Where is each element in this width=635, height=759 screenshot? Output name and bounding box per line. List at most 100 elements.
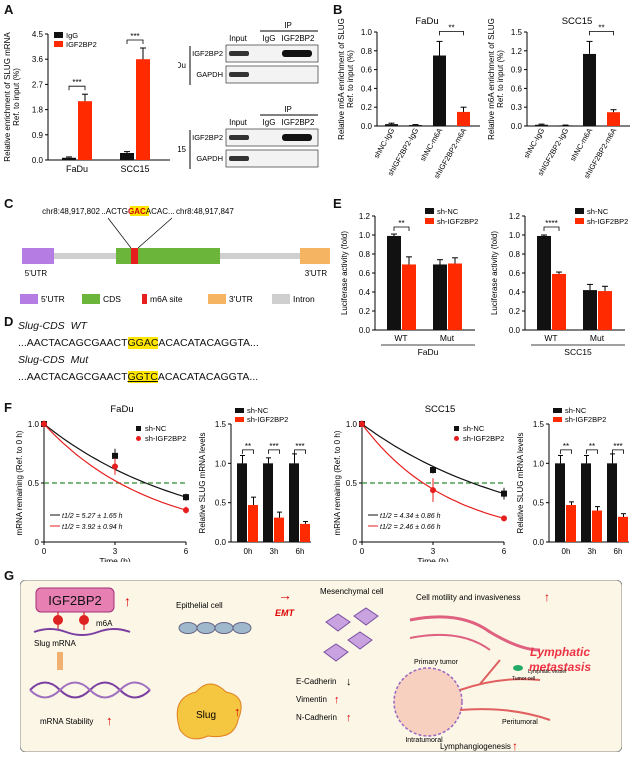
- emt-arrow: →: [278, 587, 292, 603]
- legend-label: sh-IGF2BP2: [463, 434, 504, 443]
- data-point: [501, 515, 507, 522]
- y-axis-label: Luciferase activity (fold): [340, 231, 349, 315]
- epithelial-cell: [232, 622, 252, 634]
- legend-swatch: [235, 408, 244, 413]
- y-axis-label: Relative m6A enrichment of SLUG: [337, 18, 346, 140]
- legend-swatch: [235, 417, 244, 422]
- y-axis-label: Relative enrichment of SLUG mRNA: [3, 32, 12, 162]
- y-axis-label: mRNA remaining (Ref. to 0 h): [333, 430, 342, 535]
- x-tick-label: WT: [544, 333, 557, 343]
- bar: [409, 125, 422, 126]
- bar: [433, 55, 446, 126]
- seq-post: ACAC...: [146, 207, 175, 216]
- mesenchymal-cell: [347, 631, 373, 650]
- y-tick-label: 0.4: [359, 288, 371, 297]
- significance-bracket: [268, 449, 280, 454]
- x-tick-label: 6: [184, 547, 189, 556]
- y-tick-label: 0.0: [215, 538, 227, 547]
- bar: [402, 264, 416, 330]
- intratumoral-label: Intratumoral: [405, 737, 443, 744]
- panel-letter-a: A: [4, 2, 14, 17]
- y-tick-label: 1.0: [346, 420, 358, 429]
- y-tick-label: 0.2: [359, 307, 371, 316]
- data-point: [430, 487, 436, 494]
- x-tick-label: shNC-m6A: [568, 127, 594, 163]
- seq-name: Slug-CDS: [18, 354, 65, 366]
- y-axis-label: Luciferase activity (fold): [490, 231, 499, 315]
- y-tick-label: 1.5: [215, 420, 227, 429]
- blot-row-label: GAPDH: [196, 154, 223, 163]
- cell-label: SCC15: [564, 347, 592, 357]
- legend-swatch: [553, 417, 562, 422]
- x-tick-label: 6: [502, 547, 507, 556]
- vessel: [409, 615, 541, 652]
- up-arrow: ↑: [106, 713, 113, 728]
- bar: [581, 463, 591, 542]
- epithelial-cell: [214, 622, 234, 634]
- blot-band: [282, 50, 312, 57]
- mesenchymal-cell: [353, 607, 379, 626]
- legend-marker: [136, 426, 141, 431]
- significance-label: **: [563, 442, 569, 451]
- y-tick-label: 0.8: [509, 250, 521, 259]
- bar: [457, 111, 470, 126]
- decay-curve: [361, 423, 505, 495]
- seq-post: ACACATACAGGTA...: [157, 371, 259, 383]
- y-tick-label: 1.2: [509, 212, 521, 221]
- bar: [566, 505, 576, 542]
- y-tick-label: 0.0: [361, 122, 373, 131]
- y-tick-label: 0.2: [361, 103, 373, 112]
- legend-swatch: [54, 41, 63, 47]
- m6a-mark: [79, 615, 89, 625]
- legend-label: sh-NC: [145, 424, 167, 433]
- legend-swatch: [142, 294, 147, 304]
- blot-panel: IP Input IgG IGF2BP2 IGF2BP2 GAPDH FaDu IP Input…: [160, 20, 328, 190]
- x-axis-label: Time (h): [99, 556, 130, 562]
- y-tick-label: 0.0: [511, 122, 523, 131]
- blot-row-label: IGF2BP2: [192, 133, 223, 142]
- sequence-panel: Slug-CDS WT ...AACTACAGCGAACTGGACACACATA…: [18, 318, 338, 386]
- zoom-line: [107, 217, 132, 249]
- lane-label: Input: [229, 34, 248, 43]
- lane-label: IGF2BP2: [282, 118, 315, 127]
- legend-label: sh-NC: [565, 406, 587, 415]
- cds-box: [116, 248, 220, 264]
- blot-band: [229, 72, 249, 77]
- zoom-line: [137, 217, 173, 249]
- ecad-label: E-Cadherin: [296, 677, 336, 686]
- mrna-stability-label: mRNA Stability: [40, 717, 93, 726]
- y-tick-label: 0.3: [511, 103, 523, 112]
- significance-label: **: [245, 442, 251, 451]
- igf2bp2-box: [35, 587, 115, 613]
- y-axis-label: Relative SLUG mRNA levels: [516, 433, 525, 534]
- up-arrow: ↑: [346, 712, 352, 724]
- left-coordinate: chr8:48,917,802: [42, 207, 100, 216]
- blot-strip: [225, 128, 319, 147]
- chart-title: FaDu: [110, 404, 133, 415]
- seq-motif: GGTC: [127, 371, 158, 383]
- y-tick-label: 0.8: [359, 250, 371, 259]
- significance-bracket: [68, 85, 86, 91]
- significance-bracket: [586, 449, 598, 454]
- y-tick-label: 3.6: [32, 55, 44, 64]
- chart-f-fadu-bar: 0.0 0.5 1.0 1.5 Relative SLUG mRNA levels 0h *…: [198, 406, 311, 556]
- legend-swatch: [425, 208, 434, 214]
- x-tick-label: 0: [360, 547, 365, 556]
- sequence-row-mut: Slug-CDS Mut ...AACTACAGCGAACTGGTCACACAT…: [18, 352, 338, 386]
- slug-label: Slug: [196, 710, 216, 721]
- epithelial-label: Epithelial cell: [176, 601, 223, 610]
- significance-label: **: [598, 23, 604, 32]
- bar: [583, 290, 597, 330]
- significance-label: **: [448, 23, 454, 32]
- zoomed-sequence: ..ACTGGACACAC...: [101, 207, 174, 216]
- significance-bracket: [612, 449, 624, 454]
- bar: [598, 291, 612, 330]
- x-tick-label: SCC15: [120, 164, 149, 174]
- y-axis-label: Ref. to input (%): [346, 50, 355, 108]
- utr5-box: [22, 248, 54, 264]
- lymph-vessel-label: Lymphatic vessel: [528, 669, 566, 675]
- up-arrow: ↑: [234, 704, 241, 719]
- bar: [537, 235, 551, 330]
- significance-label: **: [398, 219, 404, 228]
- y-tick-label: 0: [353, 538, 358, 547]
